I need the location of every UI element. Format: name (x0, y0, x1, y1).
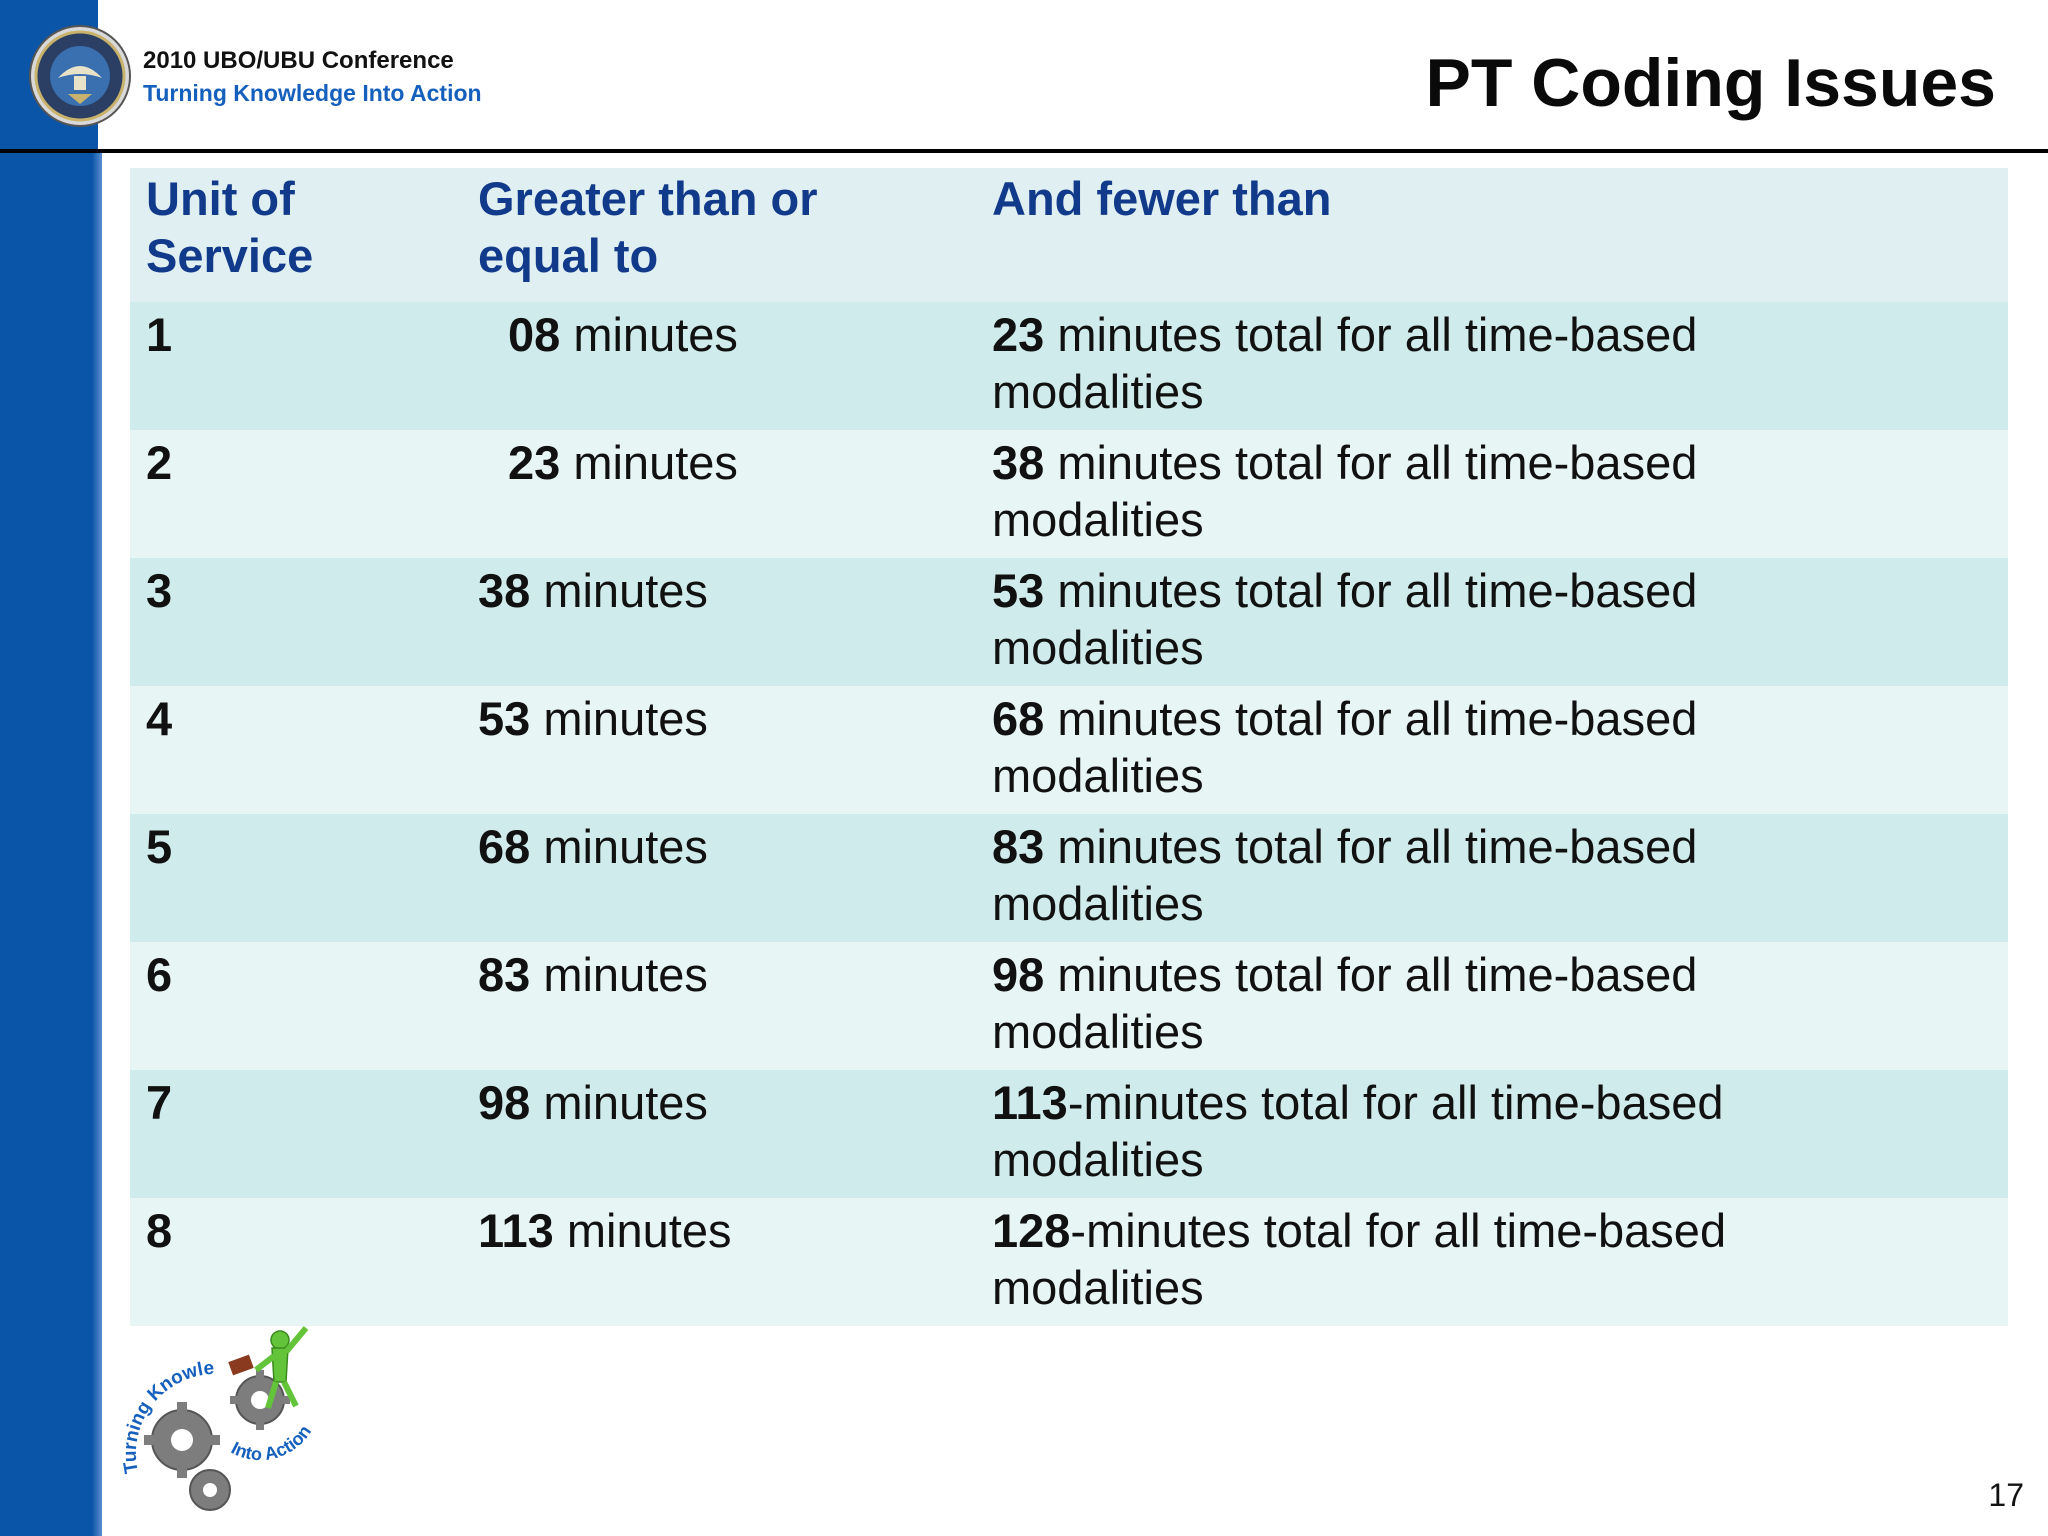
gte-value: 83 (478, 948, 531, 1001)
table-row: 7 98 minutes 113-minutes total for all t… (130, 1070, 2008, 1198)
lt-value: 68 (992, 692, 1045, 745)
lt-suffix: -minutes total for all time-based modali… (992, 1204, 1727, 1314)
unit-value: 6 (146, 948, 173, 1001)
table-row: 4 53 minutes 68 minutes total for all ti… (130, 686, 2008, 814)
gte-suffix: minutes (530, 948, 708, 1001)
unit-value: 5 (146, 820, 173, 873)
unit-value: 8 (146, 1204, 173, 1257)
table-header-row: Unit of Service Greater than or equal to… (130, 168, 2008, 302)
column-header-lt-label: And fewer than (992, 172, 1332, 225)
gte-suffix: minutes (560, 308, 738, 361)
column-header-lt: And fewer than (976, 168, 2008, 227)
gte-suffix: minutes (530, 692, 708, 745)
lt-value: 83 (992, 820, 1045, 873)
gte-suffix: minutes (530, 1076, 708, 1129)
table-row: 3 38 minutes 53 minutes total for all ti… (130, 558, 2008, 686)
units-table: Unit of Service Greater than or equal to… (130, 168, 2008, 1326)
gte-suffix: minutes (530, 820, 708, 873)
lt-suffix: minutes total for all time-based modalit… (992, 820, 1698, 930)
dod-seal-icon (29, 25, 131, 127)
lt-value: 98 (992, 948, 1045, 1001)
table-row: 6 83 minutes 98 minutes total for all ti… (130, 942, 2008, 1070)
unit-value: 4 (146, 692, 173, 745)
gte-value: 68 (478, 820, 531, 873)
lt-value: 38 (992, 436, 1045, 489)
conference-title: 2010 UBO/UBU Conference (143, 47, 454, 74)
left-color-band (0, 0, 98, 1536)
column-header-unit: Unit of Service (130, 168, 462, 284)
page-title: PT Coding Issues (1425, 45, 1996, 121)
gte-value: 38 (478, 564, 531, 617)
gte-value: 23 (508, 436, 561, 489)
header-bar (0, 0, 2048, 150)
gte-value: 53 (478, 692, 531, 745)
gte-value: 98 (478, 1076, 531, 1129)
gte-suffix: minutes (553, 1204, 732, 1257)
lt-value: 128 (992, 1204, 1071, 1257)
unit-value: 7 (146, 1076, 173, 1129)
gte-suffix: minutes (560, 436, 738, 489)
gte-suffix: minutes (530, 564, 708, 617)
logo-text-bottom: Into Action (228, 1421, 315, 1464)
table-row: 2 23 minutes 38 minutes total for all ti… (130, 430, 2008, 558)
table-row: 1 08 minutes 23 minutes total for all ti… (130, 302, 2008, 430)
lt-value: 23 (992, 308, 1045, 361)
turning-knowledge-logo-icon: Turning Knowledge Into Action (110, 1322, 315, 1511)
table-row: 5 68 minutes 83 minutes total for all ti… (130, 814, 2008, 942)
unit-value: 3 (146, 564, 173, 617)
gte-value: 113 (478, 1204, 554, 1257)
lt-value: 53 (992, 564, 1045, 617)
header-divider (0, 149, 2048, 153)
slide-number: 17 (1988, 1477, 2024, 1513)
table-row: 8 113 minutes 128-minutes total for all … (130, 1198, 2008, 1326)
lt-suffix: minutes total for all time-based modalit… (992, 948, 1698, 1058)
lt-suffix: -minutes total for all time-based modali… (992, 1076, 1724, 1186)
unit-value: 2 (146, 436, 173, 489)
unit-value: 1 (146, 308, 173, 361)
left-band-edge (92, 0, 102, 1536)
lt-suffix: minutes total for all time-based modalit… (992, 436, 1698, 546)
column-header-unit-label: Unit of Service (146, 172, 314, 282)
lt-suffix: minutes total for all time-based modalit… (992, 564, 1698, 674)
conference-tagline: Turning Knowledge Into Action (143, 80, 482, 106)
lt-value: 113 (992, 1076, 1068, 1129)
column-header-gte-label: Greater than or equal to (478, 172, 818, 282)
lt-suffix: minutes total for all time-based modalit… (992, 692, 1698, 802)
gte-value: 08 (508, 308, 561, 361)
lt-suffix: minutes total for all time-based modalit… (992, 308, 1698, 418)
column-header-gte: Greater than or equal to (462, 168, 976, 284)
